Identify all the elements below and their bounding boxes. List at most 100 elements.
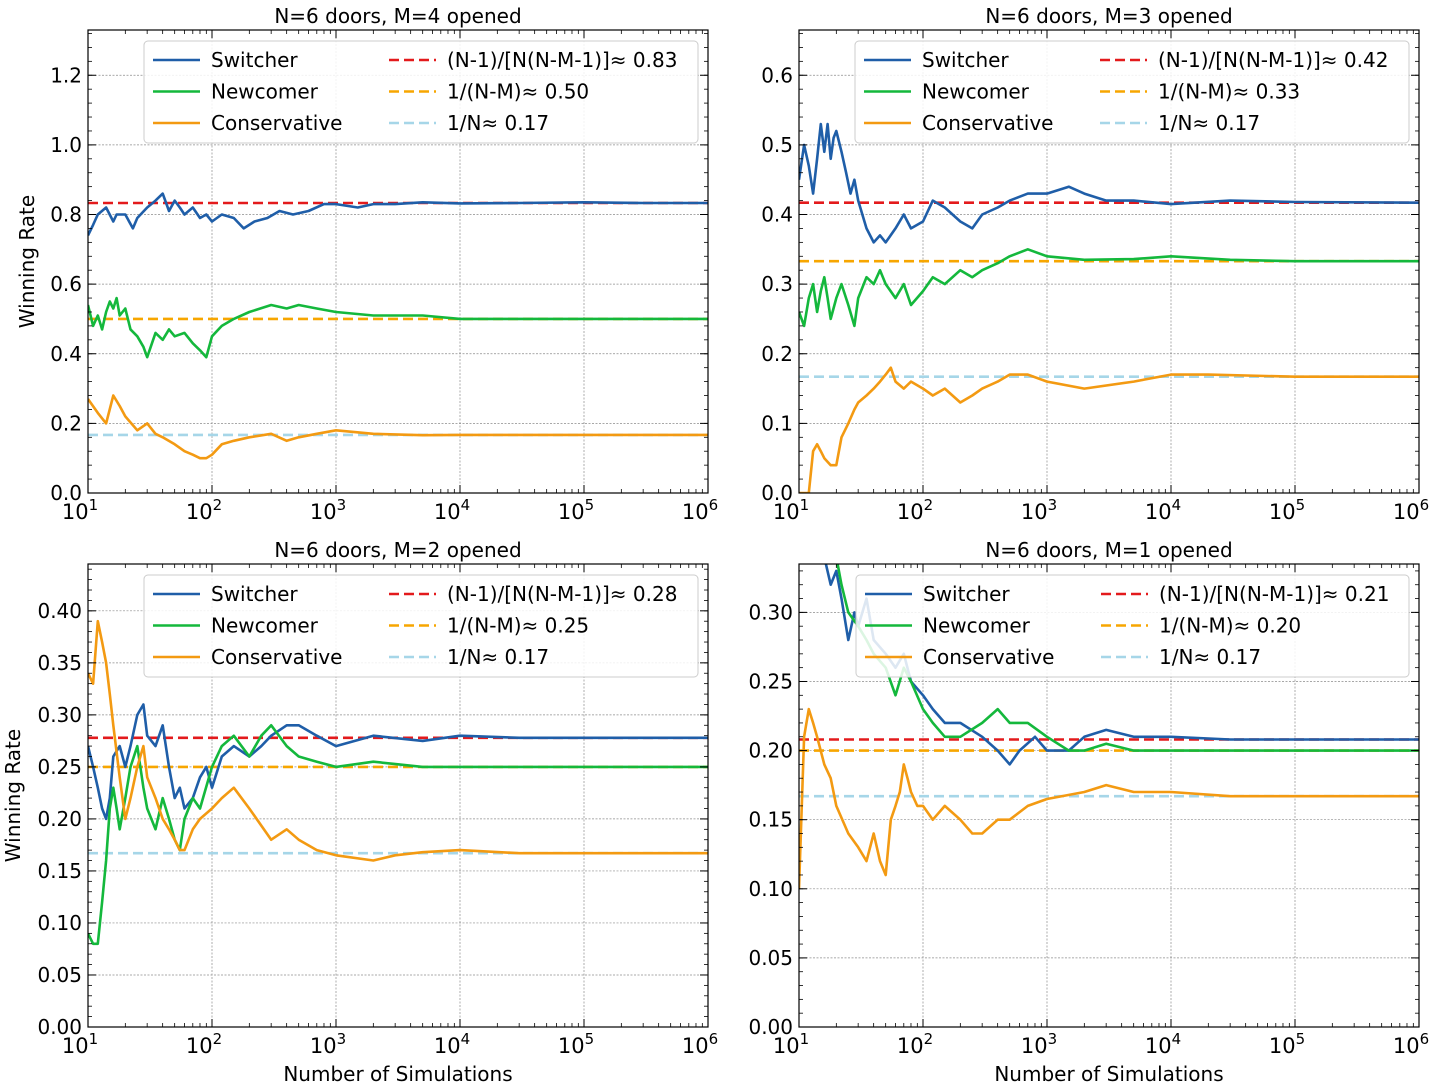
chart3-y-tick-label: 0.25 bbox=[37, 755, 82, 779]
chart3-series-line-switcher-0 bbox=[88, 703, 708, 821]
chart4-x-tick-label: 104 bbox=[1145, 1030, 1181, 1058]
chart2-legend-label: Newcomer bbox=[922, 80, 1030, 104]
chart2-legend: Switcher Newcomer Conservative (N-1)/[N(N-M… bbox=[854, 40, 1410, 144]
chart4-x-tick-label: 106 bbox=[1393, 1030, 1429, 1058]
chart3-x-tick-label: 104 bbox=[434, 1030, 470, 1058]
chart3-series-line-newcomer-1 bbox=[88, 724, 708, 946]
chart3-legend-label: 1/(N-M)≈ 0.25 bbox=[447, 614, 589, 638]
chart2-series-line-switcher-0 bbox=[799, 122, 1419, 244]
chart4-series-line-conservative-2 bbox=[799, 707, 1419, 889]
chart4-x-tick-label: 101 bbox=[773, 1030, 809, 1058]
chart2-y-tick-label: 0.0 bbox=[761, 481, 793, 505]
chart3-y-tick-label: 0.00 bbox=[37, 1015, 82, 1039]
chart3-x-tick-label: 103 bbox=[310, 1030, 346, 1058]
chart3-legend-label: 1/N≈ 0.17 bbox=[447, 645, 549, 669]
chart4-legend-label: Switcher bbox=[923, 582, 1010, 606]
chart4-y-tick-label: 0.30 bbox=[748, 600, 793, 624]
chart1-title: N=6 doors, M=4 opened bbox=[274, 4, 521, 28]
chart4-x-axis-label: Number of Simulations bbox=[994, 1062, 1223, 1086]
chart2-x-tick-label: 102 bbox=[897, 496, 933, 524]
chart2-x-tick-label: 101 bbox=[773, 496, 809, 524]
chart3-legend-label: Newcomer bbox=[211, 614, 319, 638]
chart1-legend-label: Newcomer bbox=[211, 80, 319, 104]
chart1-legend-label: 1/N≈ 0.17 bbox=[447, 111, 549, 135]
chart2-series-line-newcomer-1 bbox=[799, 248, 1419, 328]
chart1-y-tick-label: 0.8 bbox=[50, 203, 82, 227]
chart3-y-tick-label: 0.10 bbox=[37, 911, 82, 935]
chart3-legend-label: Conservative bbox=[211, 645, 342, 669]
chart1-y-tick-label: 1.0 bbox=[50, 133, 82, 157]
chart1-x-tick-label: 101 bbox=[62, 496, 98, 524]
chart3-plot-frame bbox=[87, 563, 709, 1028]
chart2-x-tick-label: 106 bbox=[1393, 496, 1429, 524]
chart2-series-line-conservative-2 bbox=[799, 366, 1419, 493]
chart1-series-line-switcher-0 bbox=[88, 192, 708, 236]
chart4-x-tick-label: 103 bbox=[1021, 1030, 1057, 1058]
chart3-y-tick-label: 0.15 bbox=[37, 859, 82, 883]
chart2-x-tick-label: 105 bbox=[1269, 496, 1305, 524]
chart3-y-tick-label: 0.05 bbox=[37, 963, 82, 987]
chart1-x-tick-label: 106 bbox=[682, 496, 718, 524]
chart1-x-tick-label: 103 bbox=[310, 496, 346, 524]
chart4-panel: 0.00 0.05 0.10 0.15 0.20 0.25 0.30 101 102 103 104… bbox=[748, 538, 1429, 1086]
chart2-title: N=6 doors, M=3 opened bbox=[985, 4, 1232, 28]
chart3-x-tick-label: 102 bbox=[186, 1030, 222, 1058]
chart1-series-line-newcomer-1 bbox=[88, 296, 708, 359]
chart1-y-tick-label: 0.0 bbox=[50, 481, 82, 505]
chart2-y-tick-label: 0.1 bbox=[761, 411, 793, 435]
chart4-x-tick-label: 105 bbox=[1269, 1030, 1305, 1058]
chart1-y-tick-label: 0.4 bbox=[50, 342, 82, 366]
chart1-panel: 0.0 0.2 0.4 0.6 0.8 1.0 1.2 101 102 103 104 105 106 N… bbox=[15, 4, 718, 524]
chart2-panel: 0.0 0.1 0.2 0.3 0.4 0.5 0.6 101 102 103 104 105 106 N… bbox=[761, 4, 1429, 524]
chart2-x-tick-label: 104 bbox=[1145, 496, 1181, 524]
chart1-series-line-conservative-2 bbox=[88, 394, 708, 460]
chart3-y-tick-label: 0.30 bbox=[37, 703, 82, 727]
chart3-legend: Switcher Newcomer Conservative (N-1)/[N(N-M… bbox=[143, 574, 699, 678]
chart4-y-tick-label: 0.25 bbox=[748, 669, 793, 693]
chart1-y-axis-label: Winning Rate bbox=[15, 195, 39, 328]
chart4-legend-label: Newcomer bbox=[923, 614, 1031, 638]
chart3-x-axis-label: Number of Simulations bbox=[283, 1062, 512, 1086]
chart3-series-line-conservative-2 bbox=[88, 619, 708, 862]
chart1-legend-label: (N-1)/[N(N-M-1)]≈ 0.83 bbox=[447, 48, 677, 72]
chart1-x-tick-label: 104 bbox=[434, 496, 470, 524]
chart1-x-tick-label: 102 bbox=[186, 496, 222, 524]
chart2-y-tick-label: 0.3 bbox=[761, 272, 793, 296]
chart4-x-tick-label: 102 bbox=[897, 1030, 933, 1058]
chart4-legend-label: 1/(N-M)≈ 0.20 bbox=[1159, 614, 1301, 638]
chart2-y-tick-label: 0.4 bbox=[761, 203, 793, 227]
chart2-legend-label: (N-1)/[N(N-M-1)]≈ 0.42 bbox=[1158, 48, 1388, 72]
chart1-legend-label: 1/(N-M)≈ 0.50 bbox=[447, 80, 589, 104]
chart4-y-tick-label: 0.00 bbox=[748, 1015, 793, 1039]
chart2-x-tick-label: 103 bbox=[1021, 496, 1057, 524]
chart3-x-tick-label: 105 bbox=[558, 1030, 594, 1058]
chart2-y-tick-label: 0.5 bbox=[761, 133, 793, 157]
chart3-legend-label: Switcher bbox=[211, 582, 298, 606]
chart2-y-tick-label: 0.6 bbox=[761, 63, 793, 87]
chart4-legend-label: (N-1)/[N(N-M-1)]≈ 0.21 bbox=[1159, 582, 1389, 606]
chart1-plot-frame bbox=[87, 29, 709, 494]
chart2-legend-label: Switcher bbox=[922, 48, 1009, 72]
chart3-y-tick-label: 0.35 bbox=[37, 651, 82, 675]
chart1-legend: Switcher Newcomer Conservative (N-1)/[N(N-M… bbox=[143, 40, 699, 144]
chart4-legend: Switcher Newcomer Conservative (N-1)/[N(N-M… bbox=[855, 574, 1410, 678]
chart2-y-tick-label: 0.2 bbox=[761, 342, 793, 366]
chart2-legend-label: 1/N≈ 0.17 bbox=[1158, 111, 1260, 135]
chart3-x-tick-label: 101 bbox=[62, 1030, 98, 1058]
chart1-x-tick-label: 105 bbox=[558, 496, 594, 524]
chart1-y-tick-label: 0.2 bbox=[50, 411, 82, 435]
chart3-y-tick-label: 0.40 bbox=[37, 599, 82, 623]
chart4-series-line-newcomer-1 bbox=[836, 564, 1419, 752]
chart1-y-tick-label: 0.6 bbox=[50, 272, 82, 296]
chart4-y-tick-label: 0.10 bbox=[748, 877, 793, 901]
chart4-plot-frame bbox=[798, 563, 1420, 1028]
chart4-legend-label: 1/N≈ 0.17 bbox=[1159, 645, 1261, 669]
chart1-legend-label: Switcher bbox=[211, 48, 298, 72]
chart4-title: N=6 doors, M=1 opened bbox=[985, 538, 1232, 562]
chart3-title: N=6 doors, M=2 opened bbox=[274, 538, 521, 562]
chart3-legend-label: (N-1)/[N(N-M-1)]≈ 0.28 bbox=[447, 582, 677, 606]
chart3-y-axis-label: Winning Rate bbox=[1, 729, 25, 862]
chart4-legend-label: Conservative bbox=[923, 645, 1054, 669]
chart2-plot-frame bbox=[798, 29, 1420, 494]
